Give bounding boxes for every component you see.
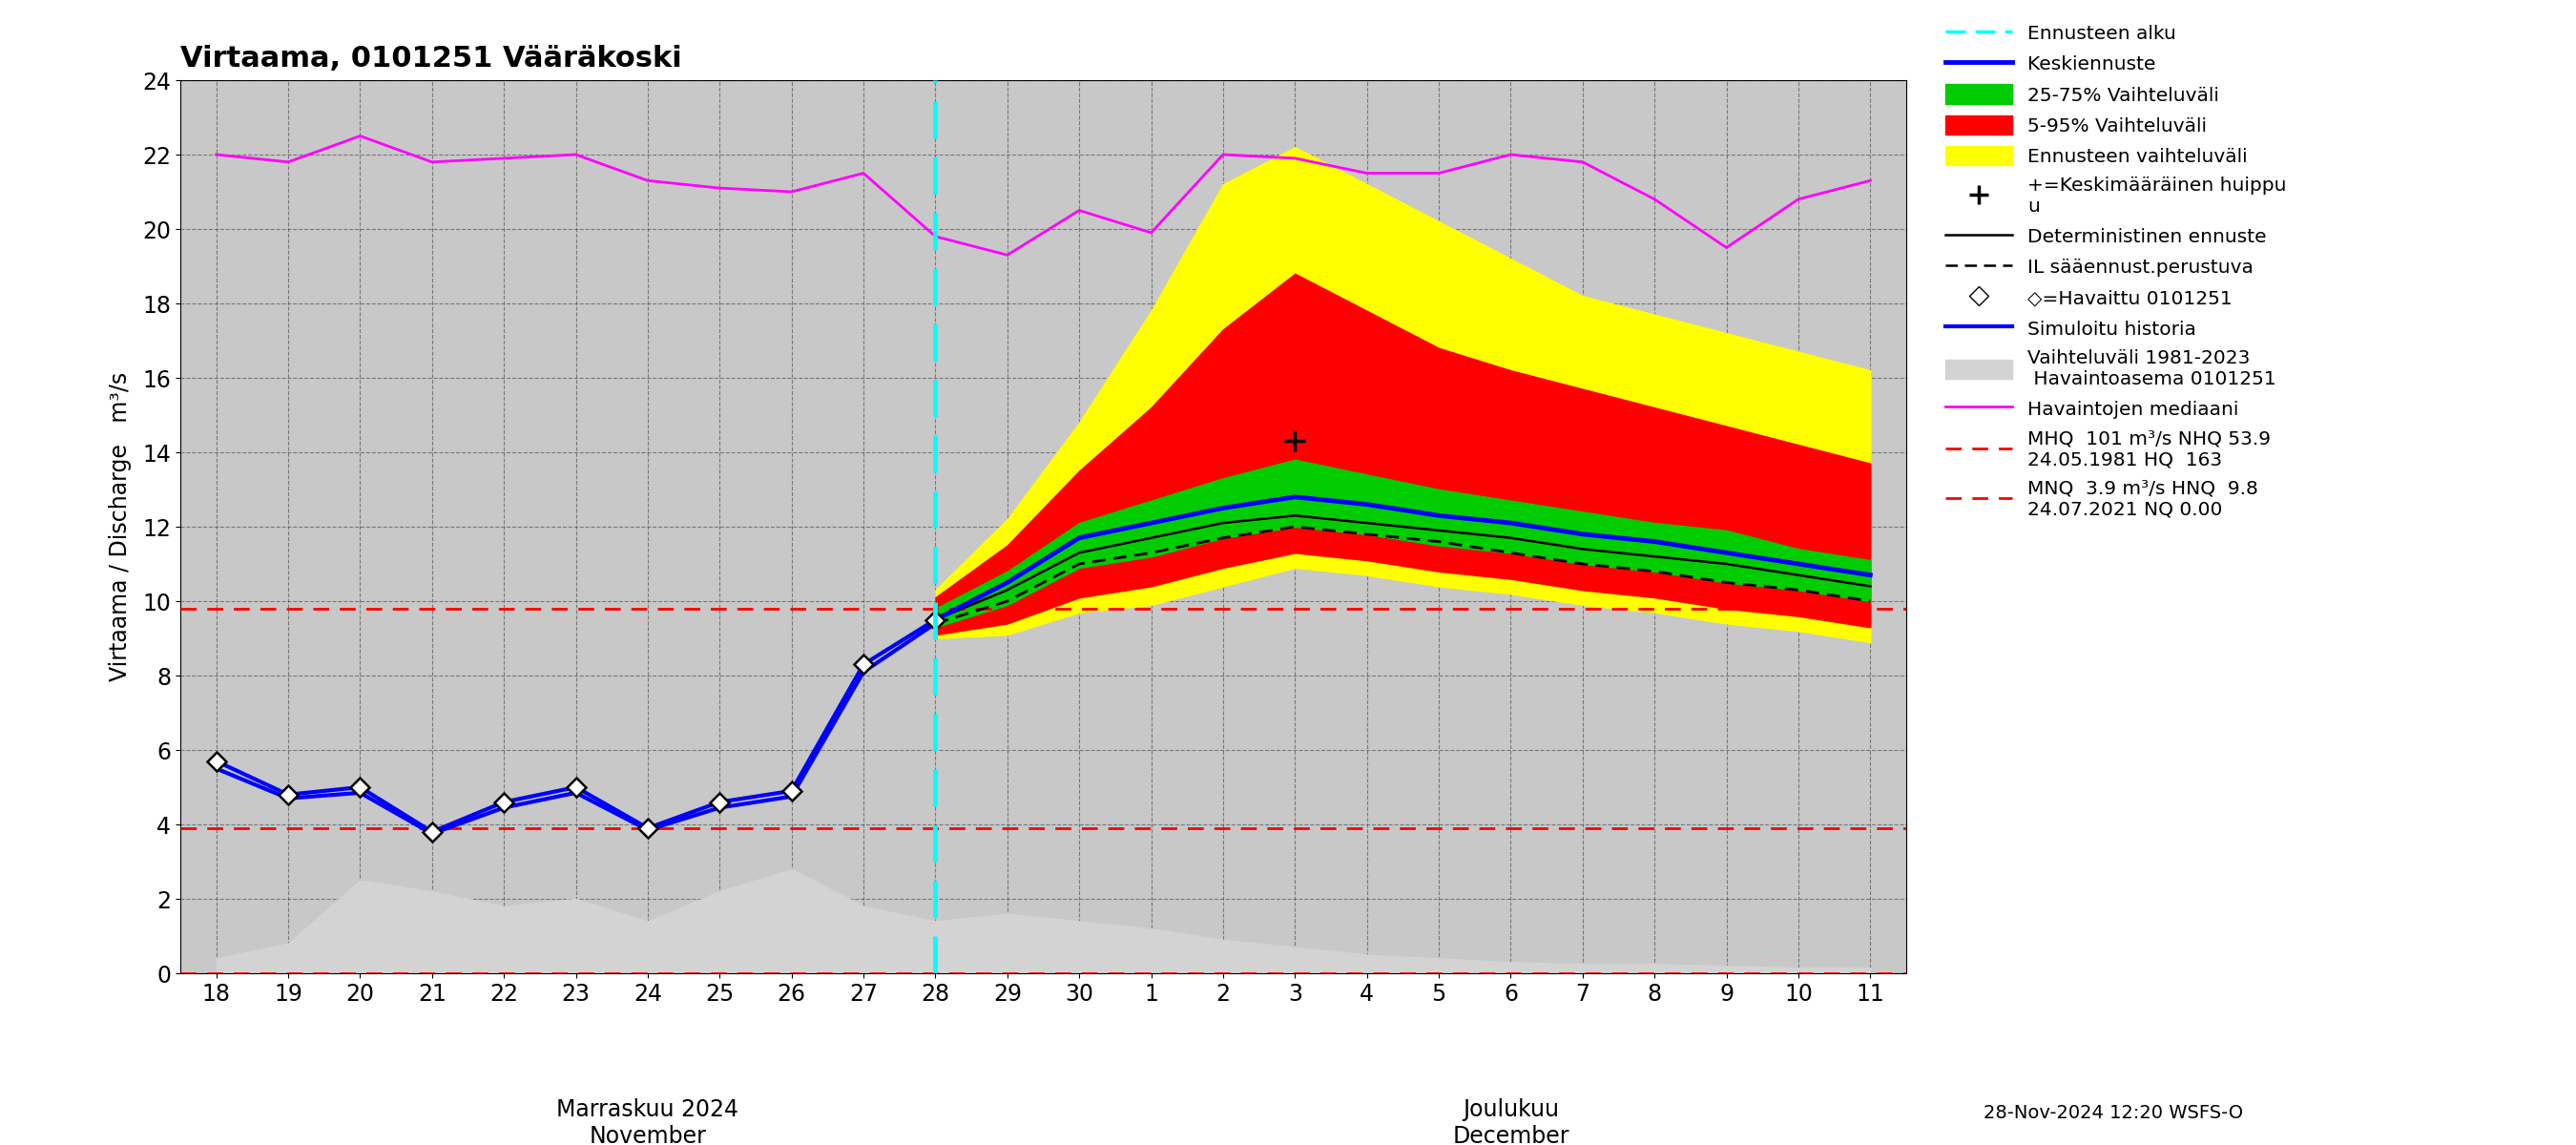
Text: Marraskuu 2024
November: Marraskuu 2024 November <box>556 1098 739 1145</box>
Text: 28-Nov-2024 12:20 WSFS-O: 28-Nov-2024 12:20 WSFS-O <box>1984 1104 2244 1122</box>
Text: Joulukuu
December: Joulukuu December <box>1453 1098 1569 1145</box>
Legend: Ennusteen alku, Keskiennuste, 25-75% Vaihteluväli, 5-95% Vaihteluväli, Ennusteen: Ennusteen alku, Keskiennuste, 25-75% Vai… <box>1945 23 2287 519</box>
Y-axis label: Virtaama / Discharge   m³/s: Virtaama / Discharge m³/s <box>108 372 131 681</box>
Text: Virtaama, 0101251 Vääräkoski: Virtaama, 0101251 Vääräkoski <box>180 45 683 72</box>
